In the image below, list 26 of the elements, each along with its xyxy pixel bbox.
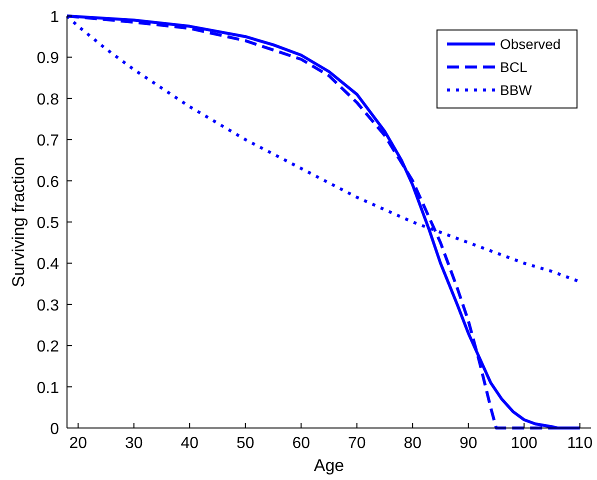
x-tick-label: 40 [180, 435, 199, 452]
y-tick-label: 0.5 [36, 215, 60, 232]
legend-label: Observed [500, 36, 561, 52]
y-tick-label: 1 [50, 9, 60, 26]
y-tick-label: 0.4 [36, 256, 60, 274]
y-tick-label: 0.3 [36, 297, 60, 314]
y-tick-label: 0.8 [36, 91, 60, 108]
x-tick-label: 80 [404, 435, 422, 452]
y-tick-label: 0 [50, 421, 60, 438]
y-tick-label: 0.2 [36, 338, 60, 356]
x-tick-label: 20 [69, 435, 88, 452]
y-tick-label: 0.9 [36, 50, 60, 68]
x-tick-label: 110 [567, 435, 593, 452]
x-tick-label: 50 [236, 435, 254, 452]
x-tick-label: 100 [510, 435, 538, 452]
y-tick-label: 0.6 [36, 174, 60, 191]
legend-label: BBW [500, 82, 533, 98]
x-axis-title: Age [314, 456, 344, 475]
x-tick-label: 90 [459, 435, 478, 452]
x-tick-label: 70 [348, 435, 366, 452]
y-tick-label: 0.1 [36, 380, 60, 397]
x-tick-label: 30 [124, 435, 143, 452]
y-axis-title: Surviving fraction [9, 156, 28, 288]
x-tick-label: 60 [292, 435, 310, 452]
y-tick-label: 0.7 [36, 132, 60, 150]
legend-label: BCL [500, 59, 528, 75]
